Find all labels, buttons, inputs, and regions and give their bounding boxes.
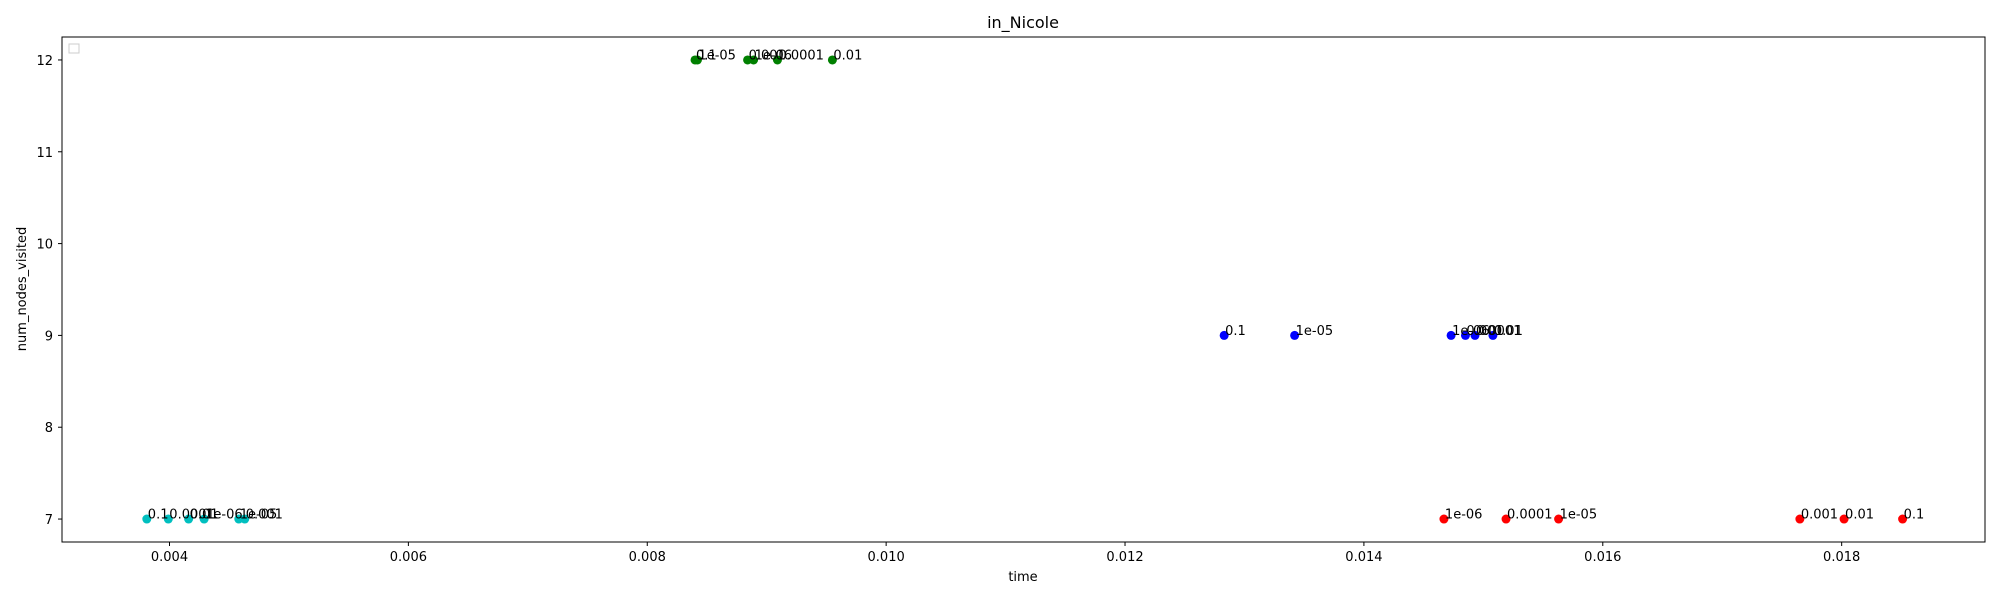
data-label: 0.001 <box>1466 324 1503 339</box>
y-tick-label: 10 <box>36 238 53 253</box>
y-tick-label: 7 <box>45 513 53 528</box>
x-tick-label: 0.012 <box>1106 550 1143 565</box>
y-tick-label: 12 <box>36 54 53 69</box>
x-tick-label: 0.004 <box>151 550 188 565</box>
x-tick-label: 0.018 <box>1823 550 1860 565</box>
data-label: 0.0001 <box>1507 508 1553 523</box>
x-axis-title: time <box>1008 570 1037 585</box>
data-point <box>240 514 250 524</box>
data-point <box>142 514 152 524</box>
x-tick-label: 0.010 <box>868 550 905 565</box>
data-label: 0.1 <box>696 48 717 63</box>
data-label: 1e-05 <box>1296 324 1334 339</box>
data-label: 0.01 <box>190 508 219 523</box>
data-label: 0.0001 <box>778 48 824 63</box>
data-points <box>142 55 1908 524</box>
x-tick-label: 0.016 <box>1584 550 1621 565</box>
data-point <box>184 514 194 524</box>
data-label: 1e-06 <box>1452 324 1490 339</box>
data-point <box>1554 514 1564 524</box>
x-tick-label: 0.008 <box>629 550 666 565</box>
data-label: 1e-05 <box>698 48 736 63</box>
y-tick-label: 11 <box>36 146 53 161</box>
data-label: 1e-06 <box>205 508 243 523</box>
data-point <box>163 514 173 524</box>
data-point <box>199 514 209 524</box>
data-label: 1e-06 <box>1445 508 1483 523</box>
x-axis: 0.004 0.006 0.008 0.010 0.012 0.014 0.016 0.018 <box>151 542 1860 565</box>
x-tick-label: 0.014 <box>1345 550 1382 565</box>
data-label: 0.01 <box>1494 324 1523 339</box>
chart-title: in_Nicole <box>987 13 1059 33</box>
data-label: 0.1 <box>1904 508 1925 523</box>
data-label: 1e-05 <box>240 508 278 523</box>
y-axis: 7 8 9 10 11 12 <box>36 54 62 528</box>
x-tick-label: 0.006 <box>390 550 427 565</box>
legend-box <box>68 43 80 54</box>
data-point <box>1290 330 1300 340</box>
data-label: 0.001 <box>749 48 786 63</box>
data-point <box>1219 330 1229 340</box>
data-point <box>749 55 759 65</box>
data-point <box>1488 330 1498 340</box>
data-label: 0.1 <box>1225 324 1246 339</box>
data-point <box>692 55 702 65</box>
data-point <box>1439 514 1449 524</box>
plot-frame <box>61 36 1986 543</box>
data-label: 0.01 <box>833 48 862 63</box>
data-label: 0.0001 <box>169 508 215 523</box>
data-point <box>827 55 837 65</box>
data-point <box>1446 330 1456 340</box>
data-label: 0.001 <box>1801 508 1838 523</box>
data-label: 0.1 <box>148 508 169 523</box>
data-point <box>772 55 782 65</box>
data-label: 0.01 <box>1845 508 1874 523</box>
data-point <box>1460 330 1470 340</box>
data-point <box>1839 514 1849 524</box>
data-point <box>1501 514 1511 524</box>
y-axis-title: num_nodes_visited <box>15 227 30 351</box>
y-tick-label: 9 <box>45 329 53 344</box>
data-point <box>1470 330 1480 340</box>
plot-area <box>61 36 1986 543</box>
y-tick-label: 8 <box>45 421 53 436</box>
data-label: 0.0001 <box>1476 324 1522 339</box>
data-point <box>1898 514 1908 524</box>
data-label: 1e-05 <box>1560 508 1598 523</box>
data-point <box>1795 514 1805 524</box>
data-label: 1e-06 <box>755 48 793 63</box>
data-label: 0.001 <box>246 508 283 523</box>
